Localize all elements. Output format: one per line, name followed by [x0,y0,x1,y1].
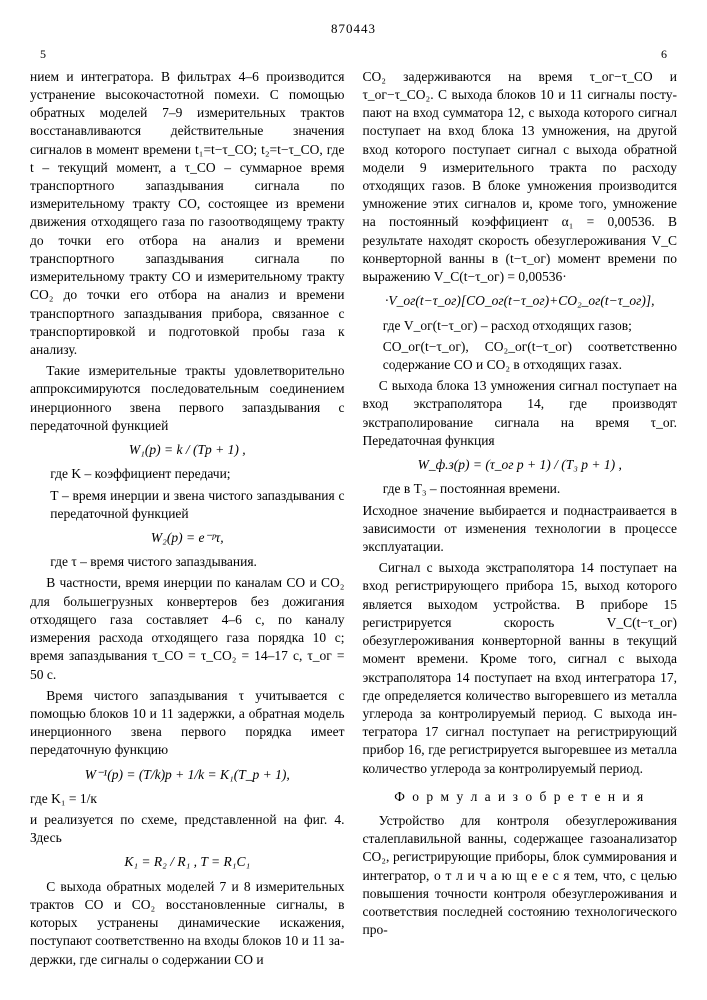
body-text: и реализуется по схеме, представленной н… [30,811,345,847]
definition: CO_ог(t−τ_ог), CO₂_ог(t−τ_ог) соответств… [363,338,678,374]
column-number-row: 5 6 [30,46,677,62]
formula: W₁(p) = k / (Tp + 1) , [30,441,345,459]
body-text: Время чистого запаздывания τ учи­тываетс… [30,687,345,760]
definition: где в T₃ – постоянная времени. [363,480,678,498]
patent-number: 870443 [30,20,677,38]
body-text: нием и интегратора. В фильтрах 4–6 про­и… [30,68,345,360]
definition: где K₁ = 1/к [30,790,345,808]
body-text: Такие измерительные тракты удовлет­ворит… [30,362,345,435]
column-right: CO₂ задерживаются на время τ_ог−τ_CO и τ… [363,68,678,972]
col-num-left: 5 [40,46,46,62]
definition: где K – коэффициент передачи; [30,465,345,483]
definition: T – время инерции и звена чисто­го запаз… [30,487,345,523]
body-text: Исходное значение выбирается и подна­стр… [363,502,678,557]
body-text: С выхода обратных моделей 7 и 8 из­мерит… [30,878,345,969]
body-text: Сигнал с выхода экстраполятора 14 поступ… [363,559,678,778]
body-text: С выхода блока 13 умножения сигнал посту… [363,377,678,450]
formula: W₂(p) = e⁻ᵖτ, [30,529,345,547]
body-text: Устройство для контроля обезуглеро­живан… [363,812,678,940]
two-column-body: нием и интегратора. В фильтрах 4–6 про­и… [30,68,677,972]
formula: K₁ = R₂ / R₁ , T = R₁C₁ [30,853,345,871]
claims-heading: Ф о р м у л а и з о б р е т е н и я [363,788,678,806]
column-left: нием и интегратора. В фильтрах 4–6 про­и… [30,68,345,972]
body-text: CO₂ задерживаются на время τ_ог−τ_CO и τ… [363,68,678,287]
body-text: В частности, время инерции по ка­налам C… [30,574,345,683]
definition: где V_ог(t−τ_ог) – расход отходящих газо… [363,317,678,335]
formula: ·V_ог(t−τ_ог)[CO_ог(t−τ_ог)+CO₂_ог(t−τ_о… [363,292,678,310]
definition: где τ – время чистого запаздывания. [30,553,345,571]
col-num-right: 6 [661,46,667,62]
formula: W⁻¹(p) = (T/k)p + 1/k = K₁(T_p + 1), [30,766,345,784]
formula: W_ф.з(p) = (τ_ог p + 1) / (T₃ p + 1) , [363,456,678,474]
